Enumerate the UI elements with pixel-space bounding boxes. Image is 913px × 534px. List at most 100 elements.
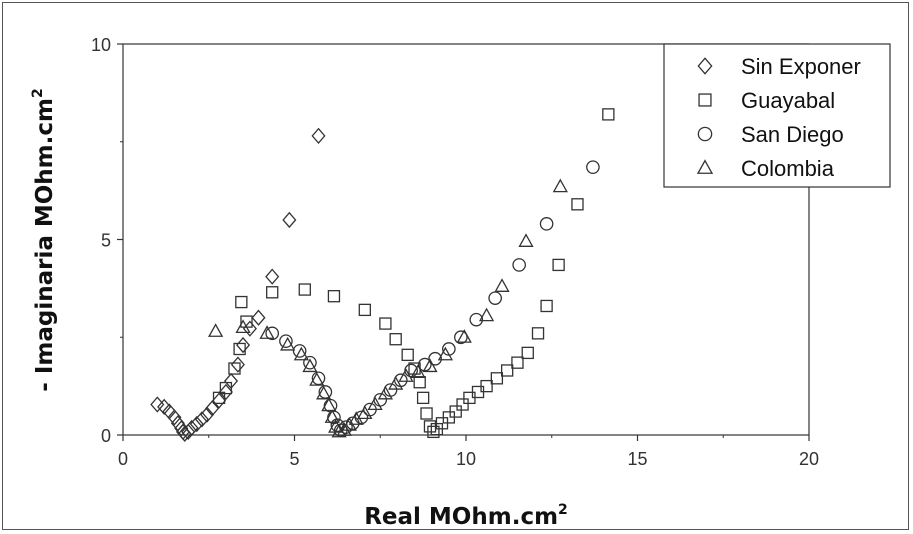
data-point xyxy=(259,325,275,339)
data-point xyxy=(167,409,182,426)
data-point xyxy=(456,329,472,343)
data-point xyxy=(218,383,233,401)
data-point xyxy=(303,355,317,370)
y-axis-title: - Imaginaria MOhm.cm2 xyxy=(30,88,58,391)
legend: Sin Exponer Guayabal San Diego Colombia xyxy=(663,43,891,188)
legend-box xyxy=(663,43,891,188)
data-point xyxy=(208,323,224,337)
data-point xyxy=(480,379,493,393)
x-tick-label: 10 xyxy=(456,449,476,469)
y-tick-label: 10 xyxy=(91,35,111,55)
data-point xyxy=(324,409,340,423)
data-point xyxy=(518,233,534,247)
data-point xyxy=(377,385,393,400)
data-point xyxy=(235,295,248,309)
data-point xyxy=(212,391,226,405)
data-point xyxy=(500,364,514,377)
data-point xyxy=(205,400,220,417)
data-point xyxy=(511,356,524,369)
data-point xyxy=(388,376,404,390)
data-point xyxy=(200,406,215,423)
data-point xyxy=(552,258,565,272)
x-tick-label: 0 xyxy=(118,449,128,469)
legend-label: San Diego xyxy=(741,122,844,147)
data-point xyxy=(427,425,440,439)
data-point xyxy=(586,160,600,174)
x-tick-label: 15 xyxy=(627,449,647,469)
data-point xyxy=(194,411,209,428)
data-point xyxy=(478,307,495,322)
data-point xyxy=(379,317,392,330)
data-point xyxy=(490,372,504,385)
data-point xyxy=(398,368,414,382)
data-point xyxy=(336,422,352,436)
data-point xyxy=(428,351,442,366)
data-point xyxy=(531,327,545,340)
data-point xyxy=(416,391,430,405)
data-point xyxy=(212,392,227,409)
series-sin-exponer xyxy=(150,127,326,442)
data-point xyxy=(418,357,432,372)
data-point xyxy=(410,364,426,378)
data-point xyxy=(184,419,199,437)
data-point xyxy=(437,346,454,361)
y-tick-label: 0 xyxy=(101,426,111,446)
data-point xyxy=(354,410,369,425)
data-point xyxy=(174,420,189,437)
data-point xyxy=(235,319,251,334)
data-point xyxy=(265,268,280,285)
data-point xyxy=(394,373,408,388)
x-tick-label: 20 xyxy=(799,449,819,469)
series-guayabal xyxy=(212,108,615,439)
data-point xyxy=(389,333,402,346)
data-point xyxy=(456,398,469,411)
data-point xyxy=(311,371,326,386)
data-point xyxy=(266,286,279,299)
data-point xyxy=(494,278,510,292)
data-point xyxy=(358,303,371,317)
data-point xyxy=(602,108,615,121)
data-point xyxy=(189,415,204,433)
data-point xyxy=(265,326,280,341)
legend-marker-circle xyxy=(697,126,713,142)
legend-label: Colombia xyxy=(741,156,835,181)
x-axis-title: Real MOhm.cm2 xyxy=(364,502,568,530)
data-points xyxy=(150,108,615,442)
data-point xyxy=(327,290,341,303)
data-point xyxy=(454,330,468,345)
data-point xyxy=(242,320,257,337)
legend-marker-square xyxy=(698,93,712,107)
data-point xyxy=(422,358,438,373)
legend-marker-diamond xyxy=(697,57,713,75)
data-point xyxy=(449,405,462,418)
data-point xyxy=(157,398,172,415)
data-point xyxy=(331,423,347,438)
data-point xyxy=(233,342,246,356)
data-point xyxy=(321,397,337,412)
data-point xyxy=(521,346,534,360)
data-point xyxy=(279,334,293,348)
data-point xyxy=(420,407,433,420)
data-point xyxy=(298,283,311,296)
data-point xyxy=(357,405,373,420)
legend-label: Sin Exponer xyxy=(741,54,861,79)
data-point xyxy=(302,358,318,373)
data-point xyxy=(571,198,584,211)
data-point xyxy=(540,299,553,313)
data-point xyxy=(512,258,526,272)
data-point xyxy=(316,385,332,400)
data-point xyxy=(401,348,414,362)
data-point xyxy=(318,385,333,399)
data-point xyxy=(367,396,383,411)
data-point xyxy=(280,336,296,351)
data-point xyxy=(181,423,196,441)
legend-label: Guayabal xyxy=(741,88,835,113)
data-point xyxy=(230,356,245,373)
axis-ticks: 0 5 10 15 20 0 5 10 xyxy=(91,35,819,469)
data-point xyxy=(219,381,233,395)
data-point xyxy=(292,344,307,358)
data-point xyxy=(539,217,554,231)
data-point xyxy=(488,291,502,305)
